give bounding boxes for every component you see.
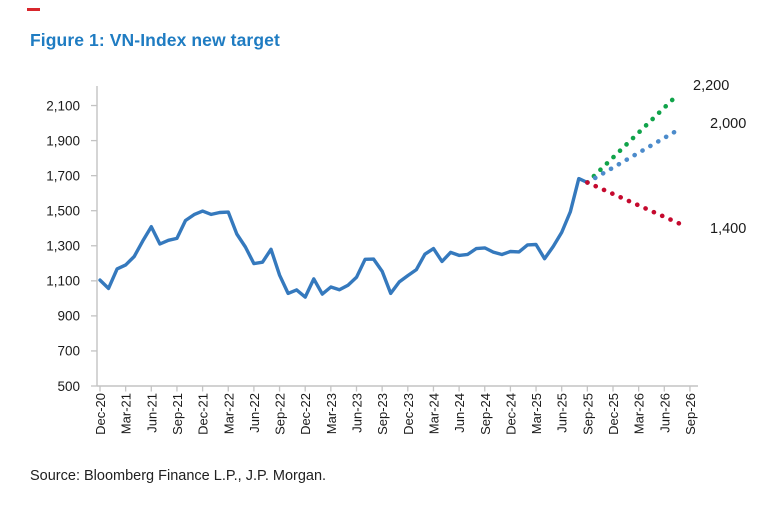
x-tick-label: Sep-25 — [580, 393, 595, 435]
x-tick-label: Dec-20 — [93, 393, 108, 435]
y-tick-label: 1,100 — [46, 274, 80, 289]
y-tick-label: 900 — [57, 309, 80, 324]
x-tick-label: Jun-23 — [350, 393, 365, 433]
x-tick-label: Dec-23 — [401, 393, 416, 435]
y-tick-label: 500 — [57, 379, 80, 394]
y-tick-label: 1,500 — [46, 204, 80, 219]
x-tick-label: Mar-25 — [529, 393, 544, 434]
projection-line-bull-case-target — [585, 92, 680, 185]
x-tick-label: Sep-22 — [273, 393, 288, 435]
y-tick-label: 2,100 — [46, 98, 80, 113]
x-tick-label: Dec-21 — [196, 393, 211, 435]
red-dash-mark — [27, 8, 40, 11]
projection-line-base-case-target — [585, 128, 680, 185]
y-tick-label: 1,900 — [46, 133, 80, 148]
x-tick-label: Dec-24 — [503, 393, 518, 435]
x-tick-label: Sep-21 — [170, 393, 185, 435]
figure-title: Figure 1: VN-Index new target — [30, 30, 280, 50]
projection-target-label-base-case-target: 2,000 — [710, 116, 746, 132]
y-tick-label: 1,300 — [46, 239, 80, 254]
source-note: Source: Bloomberg Finance L.P., J.P. Mor… — [30, 468, 327, 484]
x-tick-label: Mar-24 — [426, 393, 441, 434]
vn-index-line — [98, 176, 590, 299]
y-tick-label: 700 — [57, 344, 80, 359]
x-tick-label: Sep-23 — [375, 393, 390, 435]
x-tick-label: Mar-26 — [632, 393, 647, 434]
x-tick-label: Sep-24 — [478, 393, 493, 435]
projection-target-label-bull-case-target: 2,200 — [693, 78, 729, 94]
x-tick-label: Jun-24 — [452, 393, 467, 433]
x-tick-label: Mar-22 — [221, 393, 236, 434]
x-tick-label: Sep-26 — [683, 393, 698, 435]
x-tick-label: Jun-21 — [144, 393, 159, 433]
x-tick-label: Mar-21 — [119, 393, 134, 434]
projection-line-bear-case-target — [585, 180, 688, 229]
x-tick-label: Jun-26 — [657, 393, 672, 433]
y-tick-label: 1,700 — [46, 168, 80, 183]
projection-target-label-bear-case-target: 1,400 — [710, 221, 746, 237]
x-tick-label: Jun-22 — [247, 393, 262, 433]
x-tick-label: Dec-25 — [606, 393, 621, 435]
x-tick-label: Dec-22 — [298, 393, 313, 435]
x-tick-label: Mar-23 — [324, 393, 339, 434]
x-tick-label: Jun-25 — [555, 393, 570, 433]
